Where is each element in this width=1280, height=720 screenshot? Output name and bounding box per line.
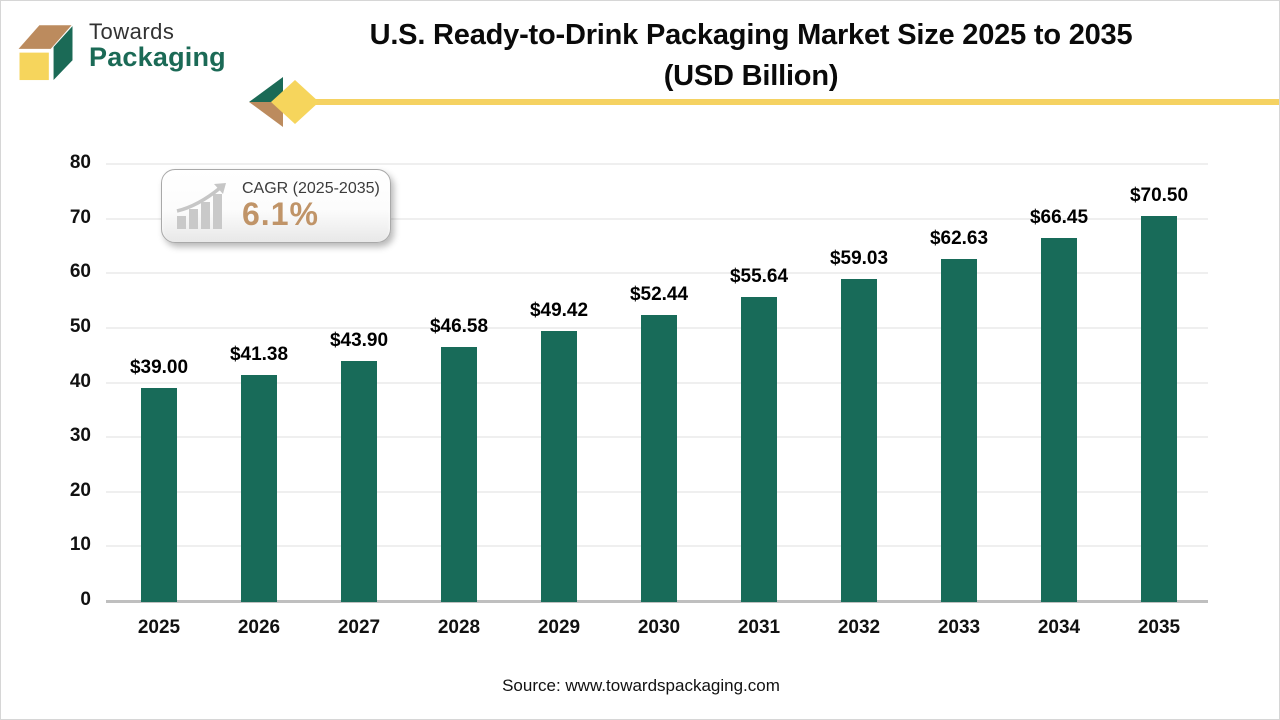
x-tick-label: 2029 (537, 617, 581, 638)
bar-2031 (741, 297, 777, 602)
bar-value-label: $41.38 (229, 343, 289, 365)
x-tick-label: 2031 (737, 617, 781, 638)
bar-value-label: $39.00 (129, 356, 189, 378)
divider-arrow-icon (249, 77, 319, 127)
bar-2028 (441, 346, 477, 602)
y-tick-label: 60 (69, 261, 91, 283)
bar-2034 (1041, 238, 1077, 602)
x-tick-label: 2033 (937, 617, 981, 638)
x-tick-label: 2028 (437, 617, 481, 638)
y-tick-label: 10 (69, 534, 91, 556)
bar-value-label: $49.42 (529, 300, 589, 322)
gridline (106, 163, 1208, 165)
y-tick-label: 40 (69, 370, 91, 392)
bar-value-label: $66.45 (1029, 207, 1089, 229)
x-tick-label: 2027 (337, 617, 381, 638)
bar-value-label: $55.64 (729, 266, 789, 288)
gridline (106, 217, 1208, 220)
y-tick-label: 20 (69, 479, 91, 501)
bar-value-label: $59.03 (829, 247, 889, 269)
bar-2027 (341, 361, 377, 602)
y-tick-label: 80 (69, 152, 91, 173)
bar-value-label: $43.90 (329, 330, 389, 352)
bar-2026 (241, 374, 277, 602)
y-tick-label: 70 (69, 206, 91, 228)
cagr-label: CAGR (2025-2035) (242, 179, 380, 197)
bar-value-label: $46.58 (429, 315, 489, 337)
bar-value-label: $62.63 (929, 227, 989, 249)
chart-title-line2: (USD Billion) (663, 60, 839, 92)
x-tick-label: 2032 (837, 617, 881, 638)
gridline (106, 272, 1208, 275)
bar-2032 (841, 278, 877, 602)
divider-line (309, 99, 1279, 105)
chart-title: U.S. Ready-to-Drink Packaging Market Siz… (271, 15, 1231, 97)
bar-2029 (541, 331, 577, 602)
bar-2035 (1141, 215, 1177, 602)
logo-word-towards: Towards (89, 19, 175, 45)
logo-box-icon (18, 25, 73, 81)
bar-value-label: $70.50 (1129, 184, 1189, 206)
x-tick-label: 2034 (1037, 617, 1081, 638)
y-tick-label: 50 (69, 315, 91, 337)
brand-logo: Towards Packaging (13, 11, 226, 81)
x-tick-label: 2026 (237, 617, 281, 638)
bar-2033 (941, 258, 977, 602)
logo-word-packaging: Packaging (89, 42, 226, 73)
bar-value-label: $52.44 (629, 283, 689, 305)
bar-2025 (141, 387, 177, 602)
y-tick-label: 0 (80, 589, 91, 610)
source-attribution: Source: www.towardspackaging.com (502, 676, 780, 695)
growth-chart-icon (176, 183, 226, 229)
bar-2030 (641, 314, 677, 602)
cagr-value: 6.1% (242, 196, 319, 233)
x-tick-label: 2025 (137, 617, 181, 638)
chart-title-line1: U.S. Ready-to-Drink Packaging Market Siz… (369, 19, 1133, 51)
y-tick-label: 30 (69, 425, 91, 447)
cagr-badge: CAGR (2025-2035) 6.1% (161, 169, 391, 243)
x-tick-label: 2035 (1137, 617, 1181, 638)
x-tick-label: 2030 (637, 617, 681, 638)
